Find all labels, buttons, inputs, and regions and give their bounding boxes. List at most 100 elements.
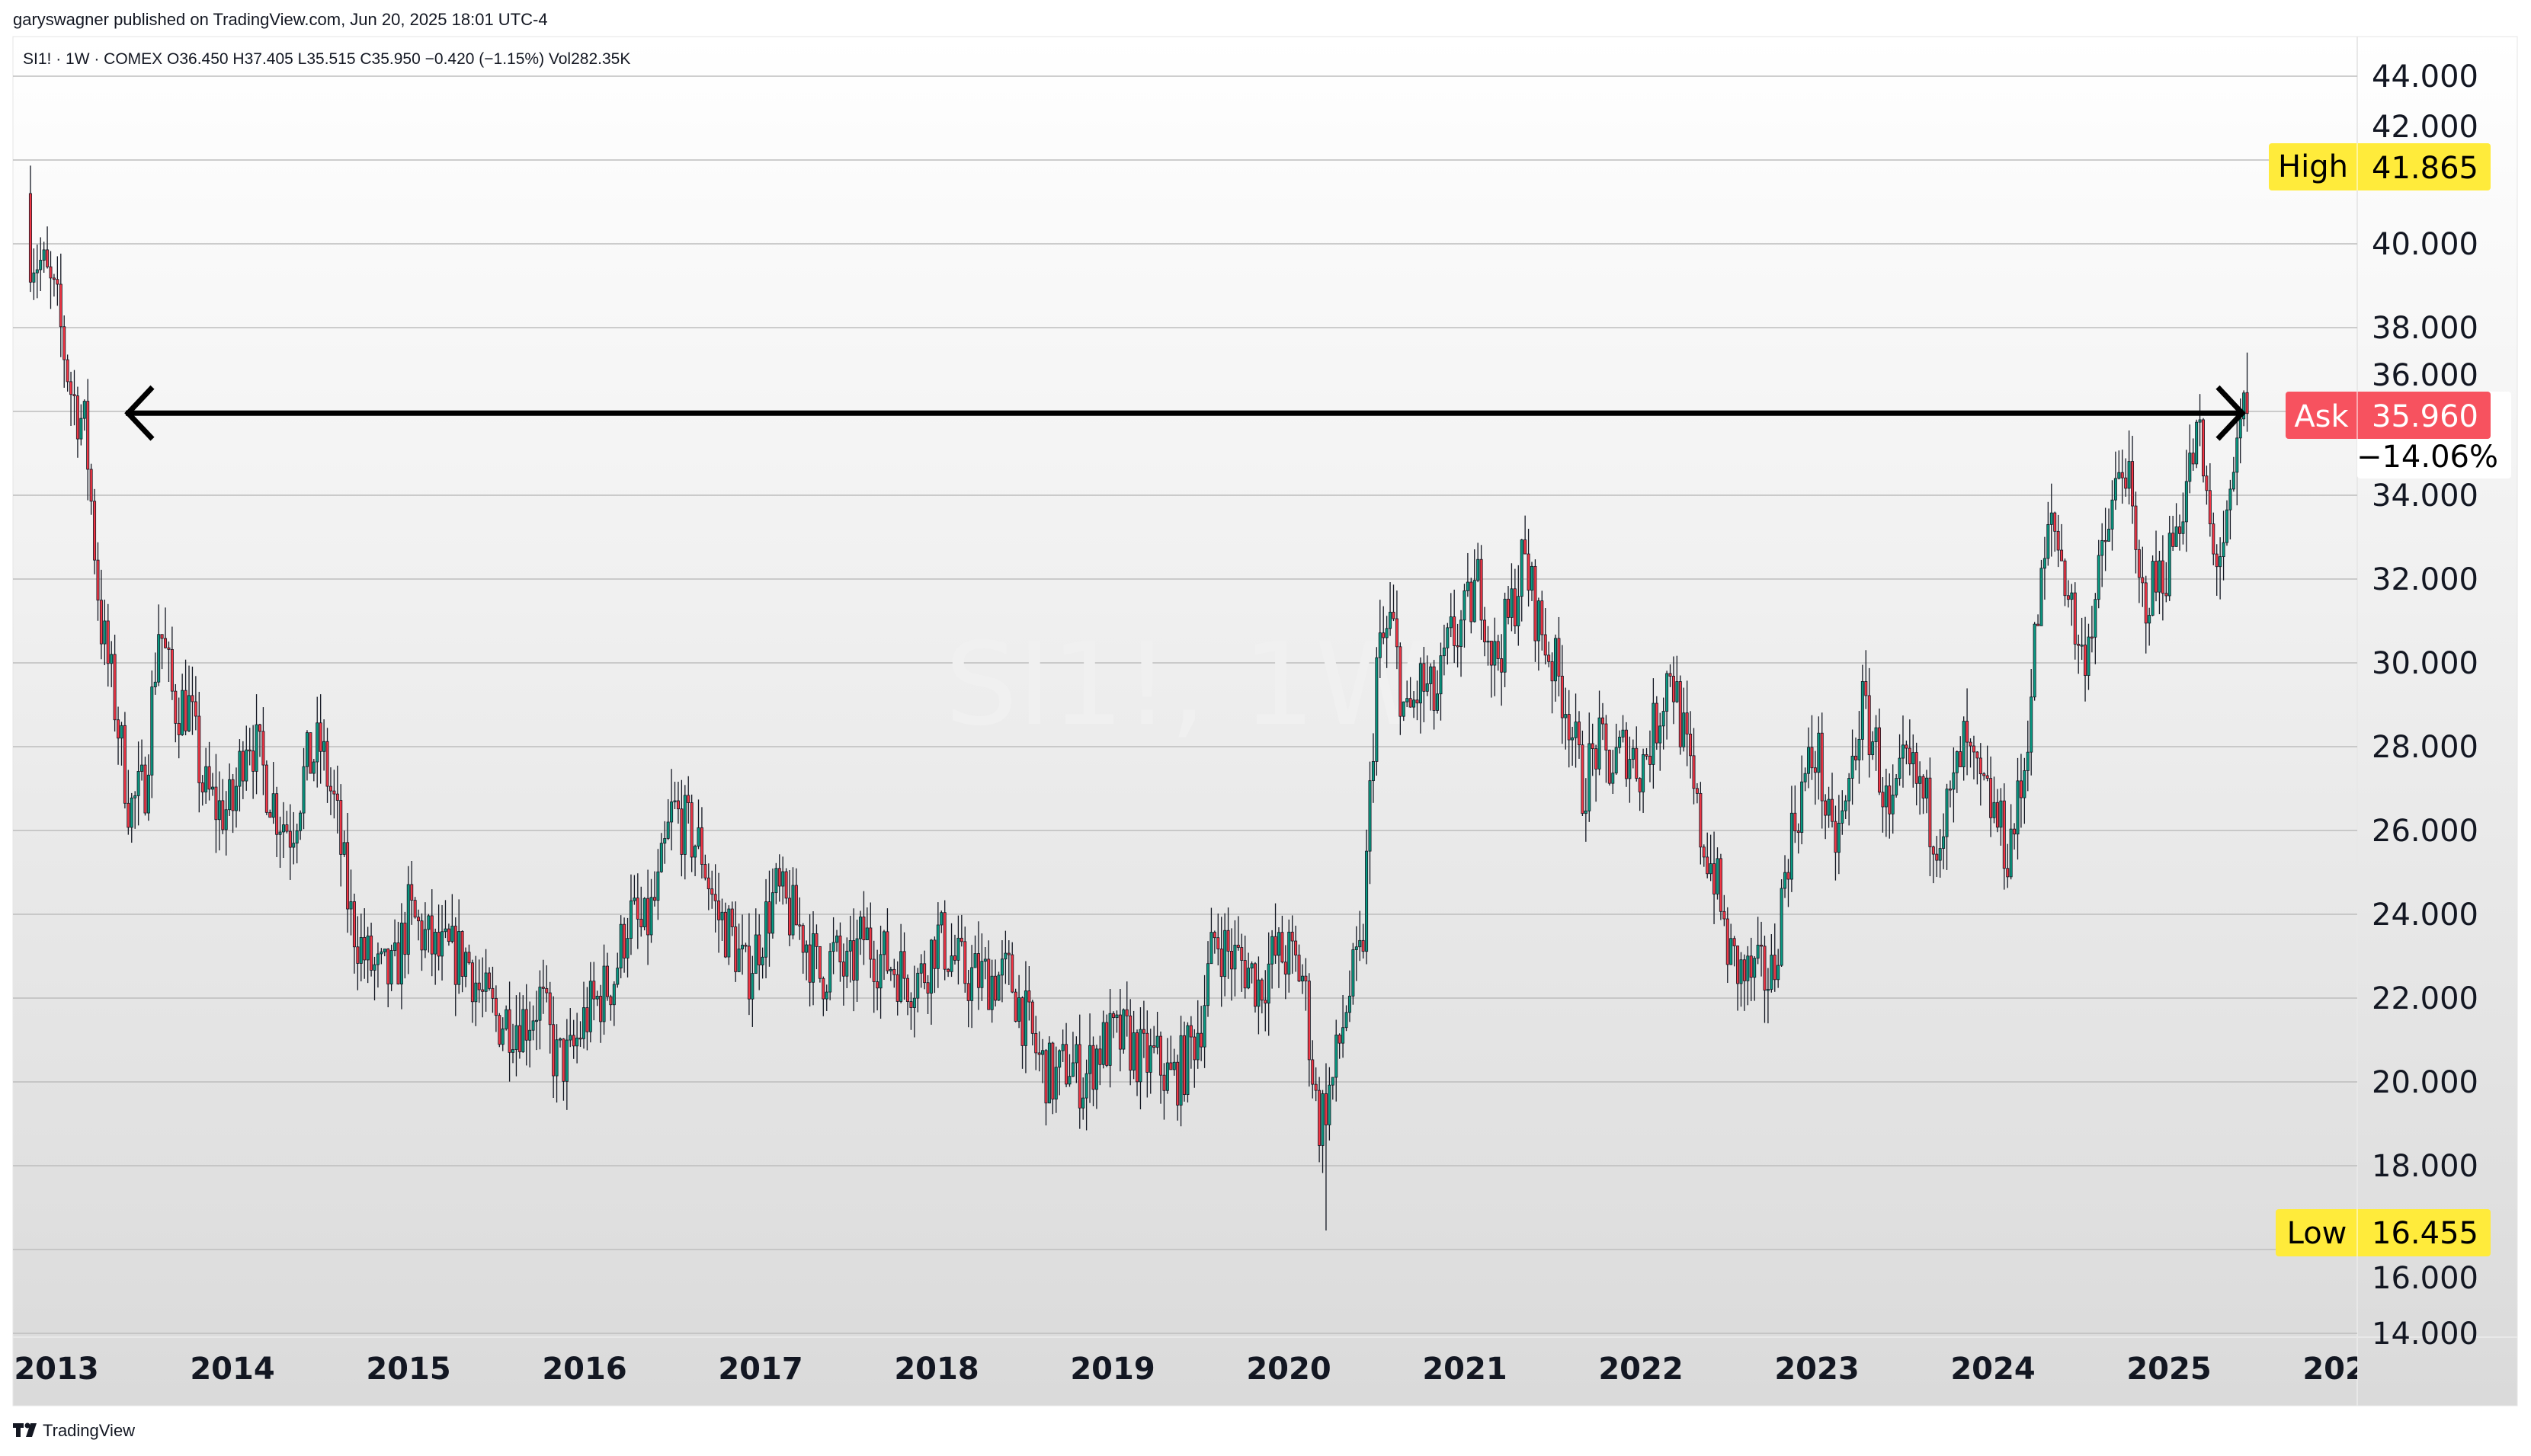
candle <box>295 824 299 864</box>
candle-body <box>1463 590 1466 621</box>
candle <box>1577 711 1581 759</box>
candle-body <box>1108 1013 1112 1066</box>
candle <box>1952 747 1956 823</box>
candle <box>1931 845 1935 884</box>
candle-body <box>1240 947 1244 961</box>
candle <box>680 779 684 877</box>
candle <box>859 910 863 955</box>
candle-body <box>423 929 427 951</box>
candle-body <box>366 936 370 961</box>
candle-body <box>1895 778 1898 795</box>
candles <box>28 165 2249 1230</box>
candle <box>1732 936 1736 967</box>
candle <box>2023 757 2026 824</box>
candle <box>758 914 761 990</box>
candle <box>241 741 245 799</box>
candle-body <box>1200 1032 1203 1048</box>
candle <box>754 908 758 974</box>
candle-body <box>737 949 741 972</box>
candle <box>2077 634 2081 674</box>
candle-body <box>929 939 933 994</box>
candle <box>899 923 903 1003</box>
candle <box>1888 773 1892 839</box>
candle <box>356 916 360 990</box>
candle-body <box>1527 553 1530 591</box>
candle-body <box>1533 565 1537 642</box>
high-value: 41.865 <box>2372 151 2478 186</box>
candle-body <box>1483 619 1487 642</box>
candle-body <box>521 1009 525 1052</box>
candle-body <box>723 911 727 958</box>
candle-body <box>754 934 758 974</box>
candle-body <box>1884 786 1888 808</box>
candle <box>1860 664 1864 761</box>
candle-body <box>1054 1067 1058 1100</box>
x-tick-label: 2017 <box>718 1352 803 1387</box>
candle <box>1783 855 1787 898</box>
candle <box>231 773 235 834</box>
candle-body <box>99 600 103 645</box>
candle-body <box>1027 990 1031 1003</box>
candle <box>2117 450 2121 480</box>
candle <box>1678 675 1682 755</box>
candle-body <box>457 931 461 985</box>
candle <box>1665 670 1669 740</box>
candle-body <box>953 955 956 961</box>
candle-body <box>460 931 464 977</box>
y-tick-label: 18.000 <box>2372 1149 2478 1184</box>
candle <box>1341 994 1345 1058</box>
candle-body <box>1041 1050 1045 1055</box>
candle <box>86 379 90 501</box>
candle <box>990 959 994 1023</box>
tradingview-logo[interactable]: TradingView <box>13 1421 135 1440</box>
horizontal-arrow-drawing[interactable] <box>124 385 2246 441</box>
candle <box>730 901 734 936</box>
candle-body <box>1540 600 1544 635</box>
candle-body <box>386 949 390 984</box>
candle-body <box>467 952 471 964</box>
candle-body <box>1604 723 1608 750</box>
candle-body <box>673 800 677 802</box>
candle-body <box>82 401 86 419</box>
candle-body <box>255 724 258 772</box>
candle <box>1611 750 1615 794</box>
candle-body <box>1722 910 1726 920</box>
candle <box>1736 945 1740 1011</box>
candle <box>838 922 842 982</box>
candle-body <box>1813 767 1817 773</box>
candle <box>1807 727 1811 789</box>
candle <box>1587 712 1591 822</box>
candle-body <box>865 927 869 941</box>
candle-body <box>1418 663 1422 704</box>
candle-body <box>1378 632 1382 658</box>
candle <box>1689 711 1693 779</box>
y-tick-label: 38.000 <box>2372 311 2478 346</box>
candle <box>1152 1026 1156 1054</box>
candle-body <box>1034 1032 1038 1054</box>
y-tick-label: 14.000 <box>2372 1317 2478 1352</box>
candle <box>1874 715 1878 771</box>
candle <box>1682 687 1686 752</box>
price-axis[interactable]: 14.000 16.000 18.000 20.000 22.000 24.000 26.0… <box>2372 59 2478 1352</box>
candle-body <box>2178 526 2182 534</box>
candle-body <box>1425 683 1429 692</box>
candle-body <box>62 326 66 360</box>
candle <box>204 747 208 804</box>
candle-body <box>130 797 133 828</box>
candle <box>1311 1040 1315 1099</box>
candle-body <box>960 937 963 942</box>
candle-body <box>1216 937 1220 949</box>
candle-body <box>538 987 542 1021</box>
candle-body <box>535 1019 539 1022</box>
candle <box>1871 731 1875 760</box>
time-axis[interactable]: 2013 2014 2015 2016 2017 2018 2019 2020 2021 2022… <box>14 1352 2387 1387</box>
candle <box>1658 712 1662 771</box>
candle <box>741 914 745 975</box>
candle <box>798 897 802 940</box>
symbol-legend[interactable]: SI1! · 1W · COMEX O36.450 H37.405 L35.51… <box>23 50 630 68</box>
candle <box>2049 483 2053 557</box>
candle-body <box>781 871 785 887</box>
candle <box>464 947 468 987</box>
candle <box>1766 968 1770 1024</box>
